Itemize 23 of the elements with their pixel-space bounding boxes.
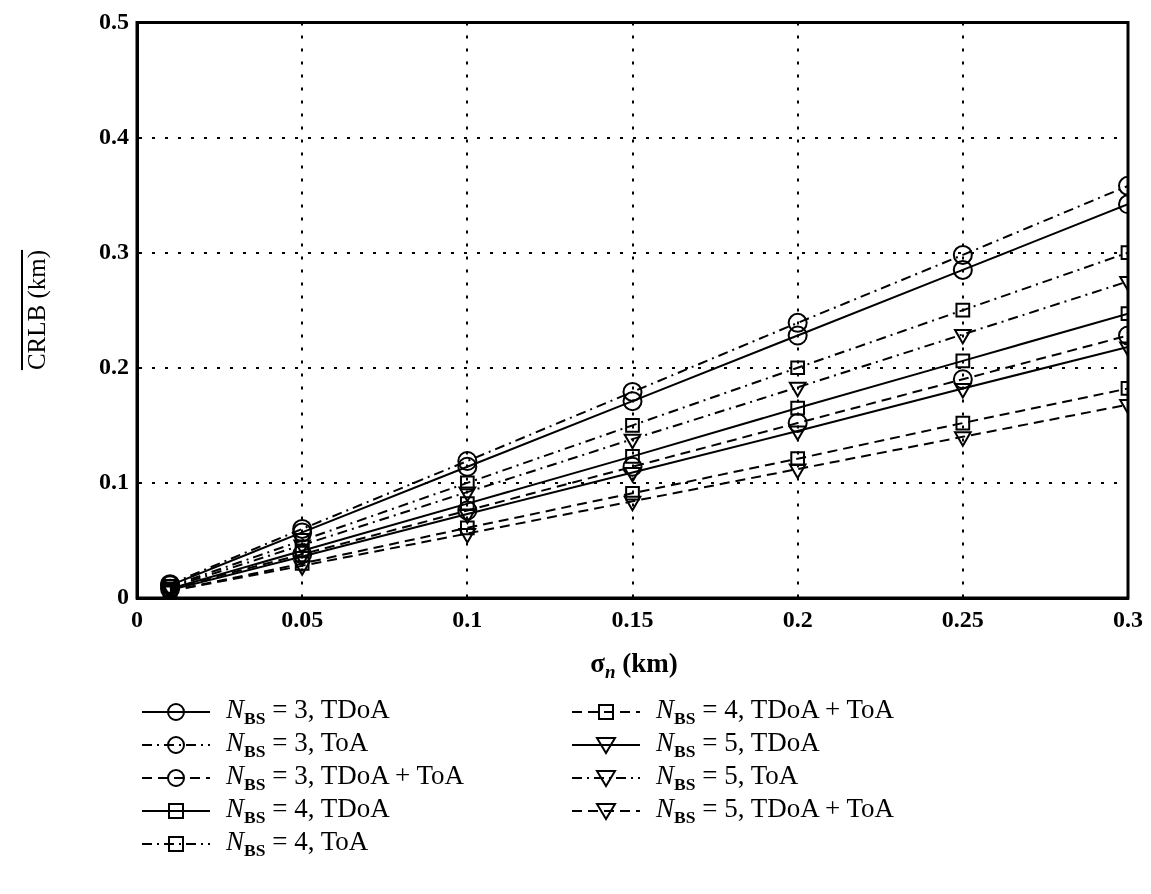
y-tick-label: 0 <box>117 583 129 610</box>
y-tick-label: 0.2 <box>99 352 129 379</box>
x-tick-label: 0.1 <box>452 605 483 632</box>
legend-label: N$_{BS}$ = 3, TDoA + ToA <box>226 759 465 795</box>
y-tick-label: 0.5 <box>99 7 129 34</box>
x-tick-label: 0.15 <box>611 605 654 632</box>
y-tick-label: 0.1 <box>99 468 129 495</box>
legend-label: N$_{BS}$ = 5, TDoA <box>656 726 820 762</box>
x-tick-label: 0.25 <box>941 605 984 632</box>
y-tick-label: 0.4 <box>99 122 129 149</box>
legend-label: N$_{BS}$ = 5, ToA <box>656 759 799 795</box>
x-tick-label: 0.3 <box>1113 605 1143 632</box>
legend-label: N$_{BS}$ = 3, ToA <box>226 726 369 762</box>
legend-label: N$_{BS}$ = 4, TDoA <box>226 792 390 828</box>
legend-label: N$_{BS}$ = 4, TDoA + ToA <box>656 693 895 729</box>
legend-label: N$_{BS}$ = 5, TDoA + ToA <box>656 792 895 829</box>
x-tick-label: 0.05 <box>281 605 324 632</box>
x-axis-title: σ$_{n}$ (km) <box>589 648 679 684</box>
y-axis-title: CRLB (km) <box>23 249 50 371</box>
legend-label: N$_{BS}$ = 3, TDoA <box>226 693 390 729</box>
x-tick-label: 0.2 <box>782 605 813 632</box>
y-tick-label: 0.3 <box>99 237 129 264</box>
legend-label: N$_{BS}$ = 4, ToA <box>226 825 369 862</box>
